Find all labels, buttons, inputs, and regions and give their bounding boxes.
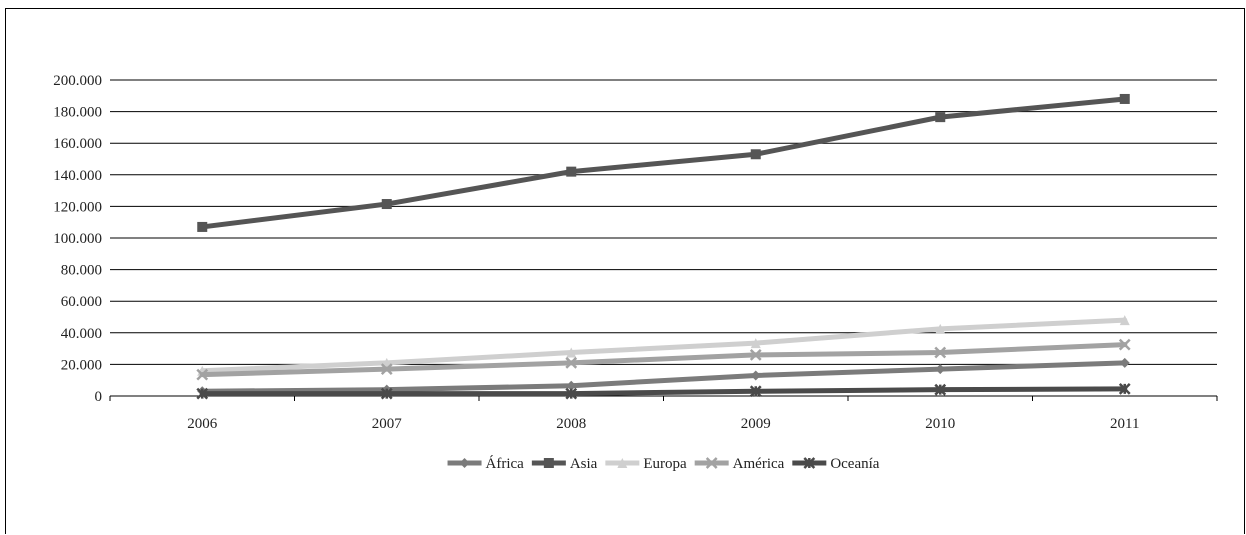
x-tick-label: 2010: [925, 416, 955, 432]
series-line: [199, 96, 1128, 230]
series-line: [199, 342, 1128, 378]
line-chart: 0 20.000 40.000 60.000 80.000 100.000 120.000 1…: [53, 73, 1218, 472]
legend: África Asia Europa América Oceanía: [447, 455, 880, 472]
x-tick-label: 2006: [187, 416, 218, 432]
data-point-marker: [617, 458, 628, 468]
data-point-marker: [749, 385, 762, 398]
y-tick-label: 60.000: [61, 294, 102, 310]
data-point-marker: [935, 364, 946, 375]
y-tick-label: 140.000: [53, 168, 102, 184]
series-line: [199, 386, 1128, 397]
y-tick-label: 200.000: [53, 73, 102, 89]
legend-label: África: [486, 455, 525, 472]
x-tick-label: 2009: [741, 416, 771, 432]
data-point-marker: [381, 199, 392, 210]
data-point-marker: [934, 346, 947, 359]
legend-item: América: [694, 456, 785, 472]
data-point-marker: [750, 149, 761, 160]
legend-item: Asia: [531, 456, 598, 472]
data-point-marker: [566, 347, 577, 358]
data-point-marker: [750, 370, 761, 381]
y-tick-label: 40.000: [61, 326, 102, 342]
legend-label: Oceanía: [830, 456, 879, 472]
y-axis: 0 20.000 40.000 60.000 80.000 100.000 120.000 1…: [53, 73, 102, 405]
x-tick-label: 2008: [556, 416, 586, 432]
data-point-marker: [749, 349, 762, 361]
series-line: [199, 317, 1128, 374]
legend-item: África: [447, 455, 525, 472]
data-point-marker: [803, 457, 816, 469]
data-point-marker: [565, 387, 578, 400]
y-tick-label: 180.000: [53, 105, 102, 121]
data-point-marker: [380, 387, 393, 400]
data-point-marker: [1119, 315, 1130, 326]
series-layer: [196, 93, 1131, 400]
data-point-marker: [934, 383, 947, 396]
data-point-marker: [935, 323, 946, 334]
data-point-marker: [1119, 357, 1130, 368]
x-tick-label: 2007: [372, 416, 403, 432]
y-tick-label: 20.000: [61, 357, 102, 373]
data-point-marker: [459, 458, 470, 468]
chart-frame: 0 20.000 40.000 60.000 80.000 100.000 120.000 1…: [5, 8, 1245, 534]
data-point-marker: [543, 458, 554, 468]
series-1: [197, 93, 1130, 232]
data-point-marker: [1118, 338, 1131, 351]
legend-item: Europa: [605, 456, 687, 472]
y-tick-label: 100.000: [53, 231, 102, 247]
y-tick-label: 80.000: [61, 263, 102, 279]
data-point-marker: [196, 387, 209, 400]
legend-label: América: [733, 456, 785, 472]
y-tick-label: 0: [95, 389, 103, 405]
y-tick-label: 120.000: [53, 199, 102, 215]
data-point-marker: [566, 380, 577, 391]
series-4: [196, 383, 1131, 400]
series-3: [196, 338, 1131, 381]
data-point-marker: [705, 457, 718, 469]
y-tick-label: 160.000: [53, 136, 102, 152]
data-point-marker: [566, 166, 577, 177]
data-point-marker: [1119, 93, 1130, 104]
data-point-marker: [197, 221, 208, 232]
series-line: [199, 360, 1128, 394]
legend-label: Asia: [570, 456, 598, 472]
legend-item: Oceanía: [792, 456, 880, 472]
data-point-marker: [196, 368, 209, 381]
data-point-marker: [750, 338, 761, 349]
legend-label: Europa: [643, 456, 687, 472]
data-point-marker: [935, 112, 946, 123]
data-point-marker: [565, 356, 578, 369]
x-axis: 2006 2007 2008 2009 2010 2011: [109, 396, 1218, 432]
data-point-marker: [380, 363, 393, 376]
x-tick-label: 2011: [1110, 416, 1139, 432]
data-point-marker: [1118, 383, 1131, 395]
